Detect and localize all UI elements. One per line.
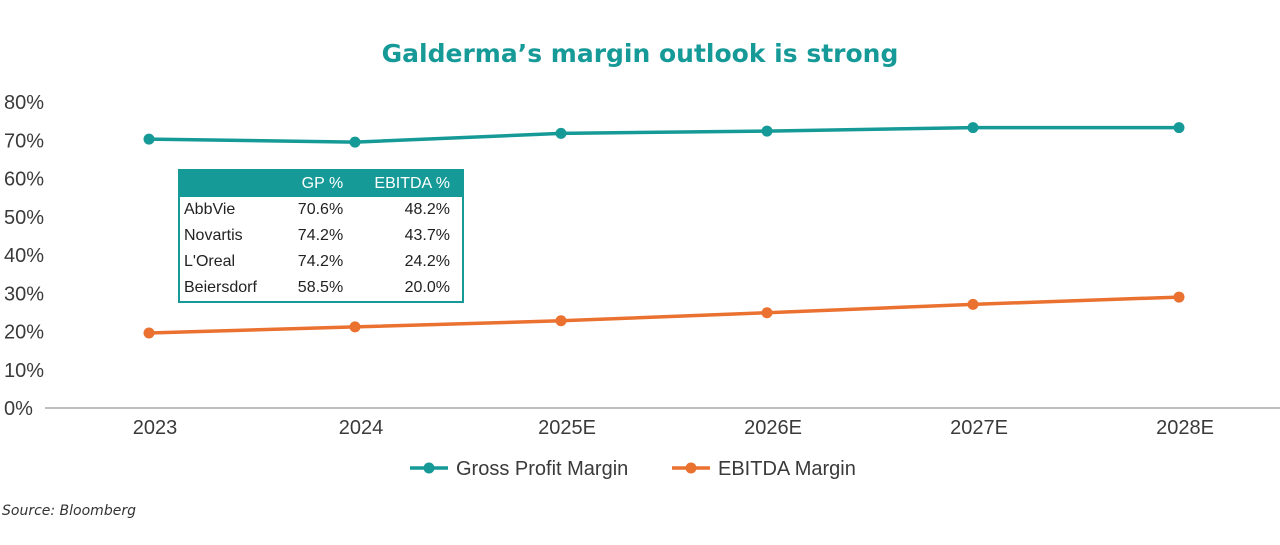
x-tick-label: 2028E <box>1156 417 1214 439</box>
y-tick-label: 40% <box>4 245 44 267</box>
y-tick-label: 50% <box>4 207 44 229</box>
company-name: Beiersdorf <box>184 279 257 296</box>
x-tick-label: 2025E <box>538 417 596 439</box>
data-point <box>1173 122 1185 134</box>
gp-value: 58.5% <box>297 279 344 296</box>
gp-value: 74.2% <box>297 253 344 270</box>
x-tick-label: 2027E <box>950 417 1008 439</box>
ebitda-value: 20.0% <box>404 279 450 296</box>
company-name: Novartis <box>184 227 243 244</box>
x-axis-ticks: 2023 2024 2025E 2026E 2027E 2028E <box>133 417 1214 439</box>
y-tick-label: 60% <box>4 169 44 191</box>
gp-value: 74.2% <box>297 227 344 244</box>
legend-swatch-marker <box>423 462 435 474</box>
series-line-0 <box>148 125 1179 144</box>
ebitda-value: 48.2% <box>404 201 450 218</box>
data-point <box>555 315 567 327</box>
y-tick-label: 30% <box>4 283 44 305</box>
table-row: AbbVie 70.6% 48.2% <box>179 197 463 223</box>
data-point <box>967 122 979 134</box>
x-tick-label: 2023 <box>133 417 178 439</box>
ebitda-value: 24.2% <box>404 253 450 270</box>
company-name: AbbVie <box>184 201 236 218</box>
series-line-1 <box>148 295 1180 335</box>
legend: Gross Profit Margin EBITDA Margin <box>410 458 856 480</box>
data-point <box>967 298 979 310</box>
peer-comparison-table: GP % EBITDA % AbbVie 70.6% 48.2% Novarti… <box>178 169 464 303</box>
data-point <box>555 127 567 139</box>
data-point <box>761 307 773 319</box>
table-row: L'Oreal 74.2% 24.2% <box>179 249 463 275</box>
table-header-gp: GP % <box>283 170 356 197</box>
source-note: Source: Bloomberg <box>2 503 136 519</box>
x-tick-label: 2024 <box>339 417 384 439</box>
data-point <box>143 133 155 145</box>
table-row: Novartis 74.2% 43.7% <box>179 223 463 249</box>
gp-value: 70.6% <box>297 201 344 218</box>
y-tick-label: 70% <box>4 130 44 152</box>
y-axis-ticks: 0% 10% 20% 30% 40% 50% 60% 70% 80% <box>4 92 44 420</box>
x-tick-label: 2026E <box>744 417 802 439</box>
y-tick-label: 0% <box>4 398 33 420</box>
y-tick-label: 10% <box>4 360 44 382</box>
table-header-row: GP % EBITDA % <box>179 170 463 197</box>
data-point <box>349 136 361 148</box>
series-layer <box>143 122 1185 339</box>
y-tick-label: 80% <box>4 92 44 114</box>
company-name: L'Oreal <box>184 253 236 270</box>
data-point <box>143 327 155 339</box>
table-row: Beiersdorf 58.5% 20.0% <box>179 275 463 302</box>
data-point <box>1173 291 1185 303</box>
data-point <box>349 321 361 333</box>
table-header-company <box>179 170 284 197</box>
y-tick-label: 20% <box>4 322 44 344</box>
ebitda-value: 43.7% <box>404 227 450 244</box>
legend-label: Gross Profit Margin <box>456 458 628 480</box>
legend-swatch-marker <box>685 462 697 474</box>
legend-label: EBITDA Margin <box>718 458 856 480</box>
chart-title: Galderma’s margin outlook is strong <box>382 39 899 68</box>
table-header-ebitda: EBITDA % <box>355 170 463 197</box>
data-point <box>761 125 773 137</box>
